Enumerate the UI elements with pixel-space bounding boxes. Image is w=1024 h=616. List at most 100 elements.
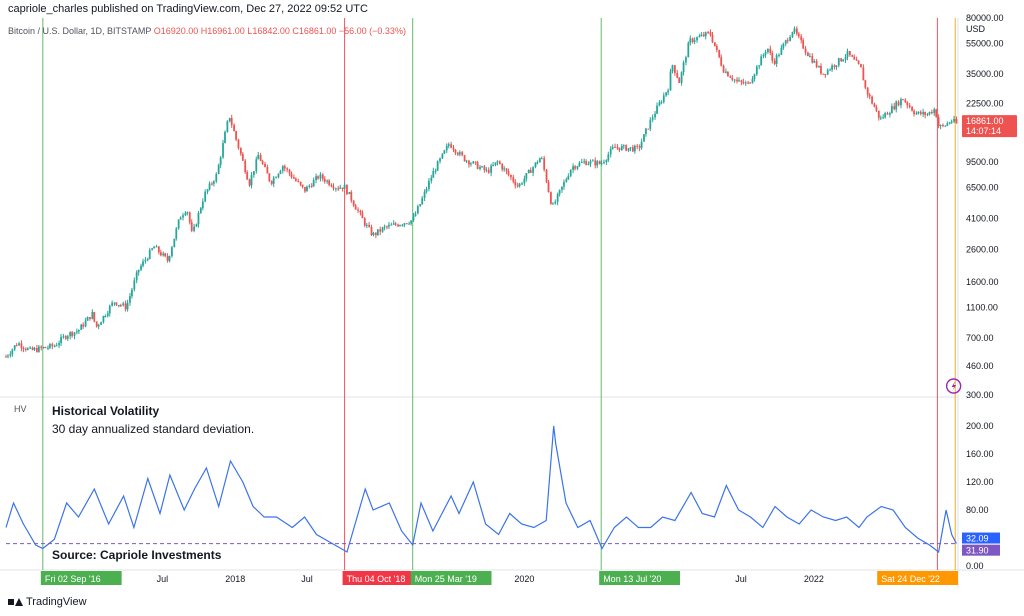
candle-body — [253, 171, 255, 175]
price-tick-label: 1600.00 — [966, 277, 999, 287]
candle-body — [598, 161, 601, 164]
candle-body — [698, 36, 701, 38]
hv-source: Source: Capriole Investments — [52, 548, 222, 562]
candle-body — [388, 224, 390, 227]
candle-body — [365, 224, 368, 226]
last-price-badge — [962, 115, 1017, 138]
candle-body — [11, 349, 14, 355]
candle-body — [780, 47, 783, 55]
candle-body — [654, 113, 656, 118]
candle-body — [394, 223, 397, 225]
candle-body — [886, 113, 889, 115]
candle-body — [767, 48, 769, 53]
candle-body — [233, 125, 235, 132]
candle-body — [713, 42, 716, 47]
hv-pane-tag: HV — [14, 404, 27, 414]
candle-body — [272, 177, 275, 184]
event-date-label: Mon 25 Mar '19 — [415, 574, 477, 584]
candle-body — [425, 188, 428, 192]
candle-body — [888, 113, 891, 115]
candle-body — [137, 269, 140, 273]
candle-body — [195, 224, 198, 227]
candle-body — [326, 180, 329, 182]
candle-body — [594, 160, 597, 166]
hv-tick-label: 80.00 — [966, 505, 989, 515]
candle-body — [764, 52, 767, 55]
candle-body — [346, 184, 348, 195]
hv-tick-label: 160.00 — [966, 449, 994, 459]
candle-body — [802, 40, 805, 49]
candle-body — [361, 212, 364, 219]
candle-body — [119, 304, 122, 306]
candle-body — [131, 289, 133, 297]
candle-body — [558, 189, 561, 195]
candle-body — [148, 249, 151, 259]
candle-body — [711, 34, 714, 43]
candle-body — [71, 332, 74, 336]
candle-body — [935, 109, 938, 118]
candle-body — [818, 66, 820, 68]
candle-body — [753, 74, 756, 79]
price-tick-label: 9500.00 — [966, 157, 999, 167]
candle-body — [848, 51, 851, 56]
candle-body — [84, 320, 87, 327]
candle-body — [636, 145, 639, 147]
candle-body — [33, 348, 36, 350]
event-date-label: Fri 02 Sep '16 — [45, 574, 101, 584]
price-tick-label: 6500.00 — [966, 182, 999, 192]
candle-body — [536, 162, 539, 164]
candle-body — [246, 172, 249, 180]
candle-body — [833, 65, 836, 67]
candle-body — [904, 99, 907, 103]
candle-body — [565, 179, 568, 182]
candle-body — [441, 153, 444, 159]
candle-body — [494, 162, 497, 166]
candle-body — [591, 160, 594, 162]
candle-body — [702, 34, 705, 37]
symbol-info: Bitcoin / U.S. Dollar, 1D, BITSTAMP O169… — [8, 26, 406, 36]
candle-body — [82, 324, 85, 327]
candle-body — [645, 128, 647, 135]
candle-body — [357, 209, 359, 211]
event-date-badge — [877, 571, 958, 585]
candle-body — [217, 164, 220, 174]
candle-body — [505, 168, 508, 172]
candle-body — [374, 233, 377, 235]
candle-body — [563, 181, 565, 187]
candle-body — [133, 280, 136, 290]
candle-body — [483, 166, 486, 170]
candle-body — [773, 60, 776, 64]
candle-body — [157, 246, 160, 253]
time-tick-label: Jul — [157, 574, 169, 584]
candle-body — [685, 57, 687, 63]
candle-body — [915, 113, 918, 115]
candle-body — [676, 73, 679, 78]
candle-body — [662, 95, 665, 103]
candle-body — [820, 66, 822, 74]
candle-body — [857, 60, 860, 65]
price-tick-label: 22500.00 — [966, 99, 1004, 109]
candle-body — [445, 146, 448, 151]
candle-body — [35, 348, 38, 352]
candle-body — [742, 81, 745, 84]
footer-brand-label: TradingView — [26, 596, 87, 608]
candle-body — [691, 38, 694, 42]
candle-body — [89, 317, 91, 319]
candle-body — [436, 161, 439, 171]
candle-body — [540, 158, 543, 160]
candle-body — [855, 59, 858, 61]
footer-brand[interactable]: TradingView — [8, 596, 87, 608]
candle-body — [472, 161, 475, 164]
candle-body — [638, 146, 641, 148]
candle-body — [922, 112, 925, 115]
candle-body — [518, 183, 521, 187]
candle-body — [937, 117, 940, 126]
candle-body — [135, 272, 138, 281]
candle-body — [334, 188, 337, 190]
candle-body — [561, 186, 563, 190]
candle-body — [569, 169, 572, 177]
candle-body — [332, 186, 335, 189]
candle-body — [24, 348, 27, 350]
candle-body — [762, 54, 765, 57]
